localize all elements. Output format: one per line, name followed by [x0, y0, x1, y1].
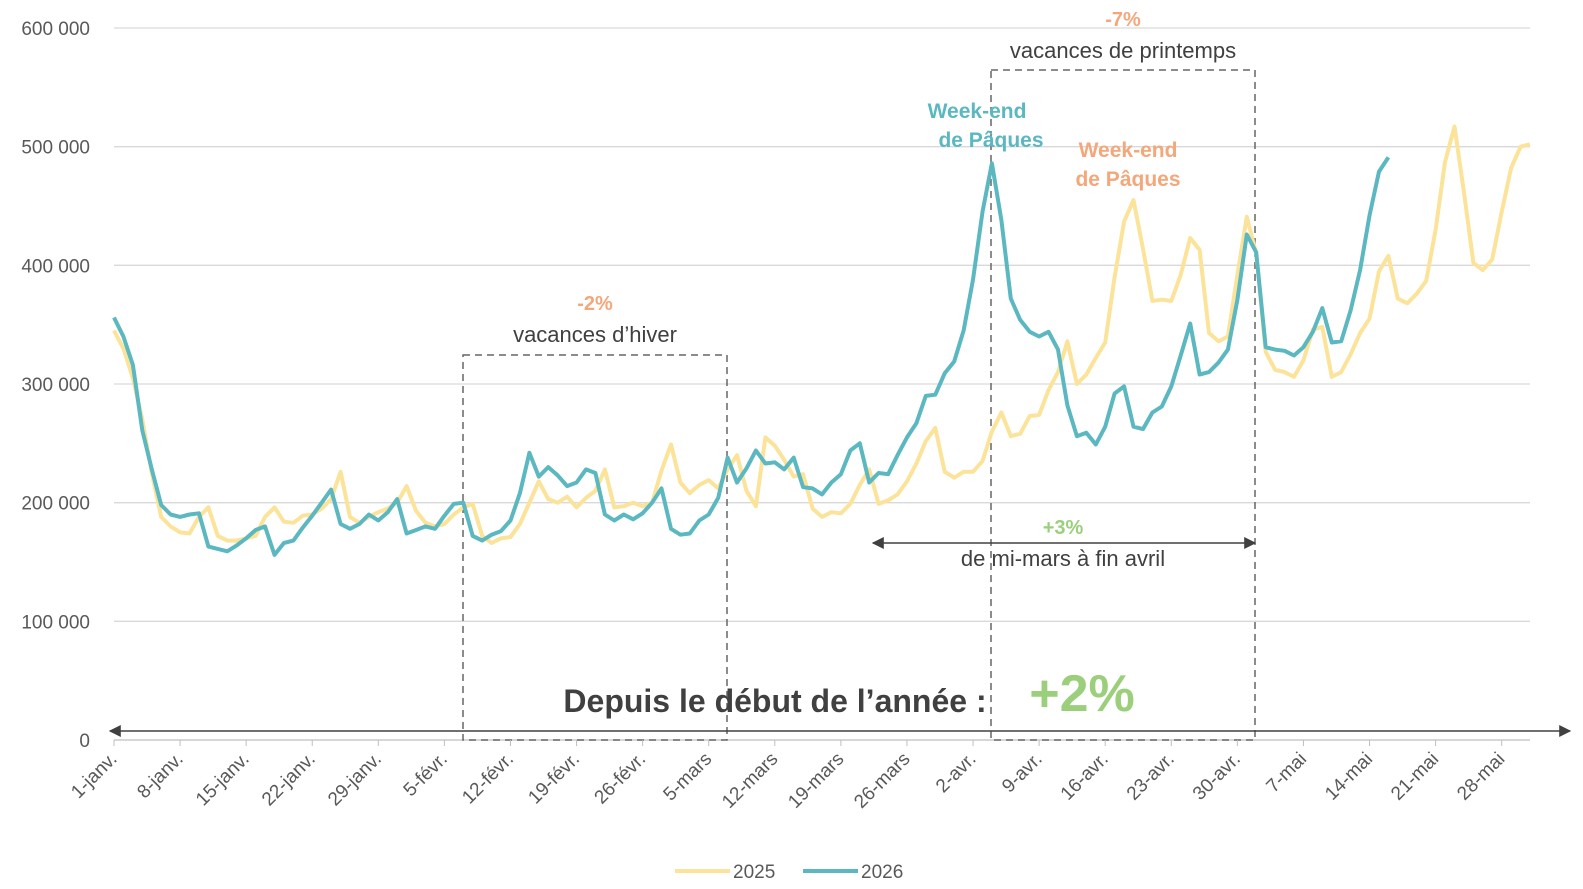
winter-box [462, 354, 728, 741]
annotation: -7% [1105, 9, 1141, 31]
x-tick-label: 30-avr. [1189, 749, 1245, 805]
x-tick-label: 15-janv. [192, 749, 254, 811]
series-line [112, 124, 1531, 545]
x-tick-label: 22-janv. [258, 749, 320, 811]
x-tick-label: 12-mars [718, 749, 782, 813]
x-tick-label: 9-avr. [998, 749, 1046, 797]
x-tick-label: 5-mars [660, 749, 717, 806]
legend-label: 2026 [861, 862, 903, 883]
x-tick-label: 14-mai [1321, 749, 1377, 805]
annotation: de Pâques [938, 129, 1043, 152]
x-tick-label: 5-févr. [400, 749, 452, 801]
x-tick-label: 7-mai [1263, 749, 1311, 797]
y-tick-label: 500 000 [21, 138, 90, 159]
annotation: vacances de printemps [1010, 38, 1236, 63]
x-tick-label: 26-mars [850, 749, 914, 813]
x-tick-label: 12-févr. [458, 749, 518, 809]
annotation: de Pâques [1075, 168, 1180, 191]
y-tick-label: 400 000 [21, 256, 90, 277]
x-tick-label: 19-mars [784, 749, 848, 813]
legend-label: 2025 [733, 862, 775, 883]
y-tick-label: 300 000 [21, 375, 90, 396]
annotation: +3% [1043, 517, 1084, 539]
annotation: Week-end [1079, 139, 1178, 162]
y-tick-label: 100 000 [21, 612, 90, 633]
series-line [112, 156, 1391, 557]
annotation: vacances d’hiver [513, 322, 677, 347]
annotation: Depuis le début de l’année : [563, 683, 986, 719]
x-tick-label: 23-avr. [1123, 749, 1179, 805]
x-tick-label: 26-févr. [591, 749, 651, 809]
x-tick-label: 1-janv. [67, 749, 121, 803]
x-tick-label: 29-janv. [324, 749, 386, 811]
x-tick-label: 28-mai [1453, 749, 1509, 805]
y-tick-label: 200 000 [21, 494, 90, 515]
x-tick-label: 16-avr. [1057, 749, 1113, 805]
annotation: -2% [577, 293, 613, 315]
annotation: Week-end [928, 100, 1027, 123]
y-tick-label: 0 [79, 731, 90, 752]
x-tick-label: 21-mai [1387, 749, 1443, 805]
annotation: +2% [1029, 665, 1135, 723]
x-tick-label: 2-avr. [932, 749, 980, 797]
x-tick-label: 8-janv. [133, 749, 187, 803]
y-tick-label: 600 000 [21, 19, 90, 40]
x-tick-label: 19-févr. [524, 749, 584, 809]
annotation: de mi-mars à fin avril [961, 546, 1165, 571]
spring-box [990, 69, 1256, 741]
